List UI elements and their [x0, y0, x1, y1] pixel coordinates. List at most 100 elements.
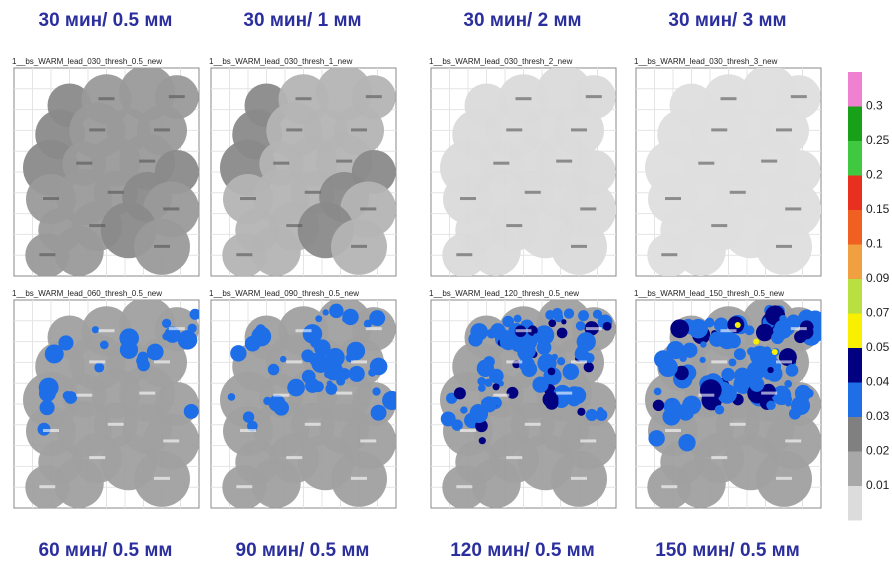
precip-area — [578, 310, 589, 321]
city-label — [586, 327, 602, 330]
city-label — [286, 456, 302, 459]
precip-core — [548, 368, 556, 376]
colorbar-label: 0.07 — [866, 306, 890, 320]
city-label — [305, 423, 321, 426]
precip-area — [700, 341, 707, 348]
precip-area — [593, 310, 602, 319]
city-label — [336, 392, 352, 395]
precip-peak — [753, 339, 759, 345]
colorbar-label: 0.25 — [866, 133, 890, 147]
precip-area — [371, 405, 387, 421]
precip-area — [597, 407, 603, 413]
city-label — [163, 439, 179, 442]
panel-title: 1__bs_WARM_lead_030_thresh_1_new — [209, 57, 353, 66]
city-label — [791, 327, 807, 330]
city-label — [99, 329, 115, 332]
city-label — [661, 485, 677, 488]
city-label — [525, 423, 541, 426]
city-label — [240, 197, 256, 200]
city-label — [273, 162, 289, 165]
city-label — [351, 477, 367, 480]
radar-field — [220, 65, 396, 277]
city-label — [506, 456, 522, 459]
precip-core — [670, 319, 689, 338]
city-label — [571, 360, 587, 363]
radar-field — [23, 297, 201, 509]
precip-area — [268, 364, 280, 376]
column-label: 120 мин/ 0.5 мм — [450, 540, 595, 561]
colorbar-label: 0.04 — [866, 375, 890, 389]
precip-area — [323, 309, 329, 315]
panel-title: 1__bs_WARM_lead_030_thresh_3_new — [634, 57, 778, 66]
city-label — [776, 128, 792, 131]
city-label — [580, 207, 596, 210]
map-panel: 1__bs_WARM_lead_090_thresh_0.5_new — [209, 289, 401, 509]
precip-area — [700, 357, 706, 363]
city-label — [351, 128, 367, 131]
city-label — [39, 253, 55, 256]
precip-area — [303, 324, 323, 344]
radar-area — [471, 226, 521, 276]
city-label — [776, 245, 792, 248]
precip-area — [577, 332, 596, 351]
precip-area — [39, 378, 59, 398]
city-label — [296, 97, 312, 100]
city-label — [336, 160, 352, 163]
colorbar-label: 0.05 — [866, 340, 890, 354]
precip-area — [545, 310, 555, 320]
precip-area — [280, 356, 286, 362]
colorbar-segment — [848, 245, 862, 280]
city-label — [76, 394, 92, 397]
precip-area — [747, 347, 756, 356]
city-label — [286, 128, 302, 131]
city-label — [154, 477, 170, 480]
colorbar-label: 0.09 — [866, 271, 890, 285]
precip-area — [287, 379, 305, 397]
map-panel: 1__bs_WARM_lead_030_thresh_1_new — [209, 57, 396, 277]
city-label — [761, 160, 777, 163]
city-label — [785, 439, 801, 442]
city-label — [571, 245, 587, 248]
city-label — [460, 197, 476, 200]
colorbar-segment — [848, 314, 862, 349]
map-panel: 1__bs_WARM_lead_150_thresh_0.5_new — [634, 289, 826, 509]
city-label — [286, 360, 302, 363]
city-label — [154, 128, 170, 131]
column-label: 30 мин/ 3 мм — [668, 10, 786, 31]
precip-area — [309, 353, 322, 366]
precip-area — [329, 304, 343, 318]
panel-title: 1__bs_WARM_lead_090_thresh_0.5_new — [209, 289, 359, 298]
city-label — [286, 224, 302, 227]
city-label — [661, 253, 677, 256]
figure: 30 мин/ 0.5 мм30 мин/ 1 мм30 мин/ 2 мм30… — [0, 0, 892, 566]
city-label — [493, 394, 509, 397]
precip-area — [94, 363, 104, 373]
precip-area — [477, 360, 494, 377]
city-label — [698, 162, 714, 165]
precip-area — [564, 308, 574, 318]
city-label — [139, 392, 155, 395]
city-label — [154, 360, 170, 363]
city-label — [785, 207, 801, 210]
precip-area — [521, 344, 536, 359]
radar-field — [440, 297, 616, 509]
city-label — [571, 128, 587, 131]
city-label — [366, 95, 382, 98]
precip-area — [557, 357, 565, 365]
precip-area — [162, 319, 171, 328]
colorbar-segment — [848, 486, 862, 521]
city-label — [730, 423, 746, 426]
city-label — [776, 360, 792, 363]
panel-title: 1__bs_WARM_lead_150_thresh_0.5_new — [634, 289, 784, 298]
map-panel: 1__bs_WARM_lead_030_thresh_3_new — [634, 57, 821, 277]
precip-area — [771, 331, 784, 344]
city-label — [791, 95, 807, 98]
precip-area — [502, 316, 514, 328]
colorbar-segment — [848, 210, 862, 245]
city-label — [240, 429, 256, 432]
precip-area — [500, 333, 517, 350]
city-label — [456, 485, 472, 488]
city-label — [571, 477, 587, 480]
panel-title: 1__bs_WARM_lead_120_thresh_0.5_new — [429, 289, 579, 298]
colorbar-segment — [848, 279, 862, 314]
